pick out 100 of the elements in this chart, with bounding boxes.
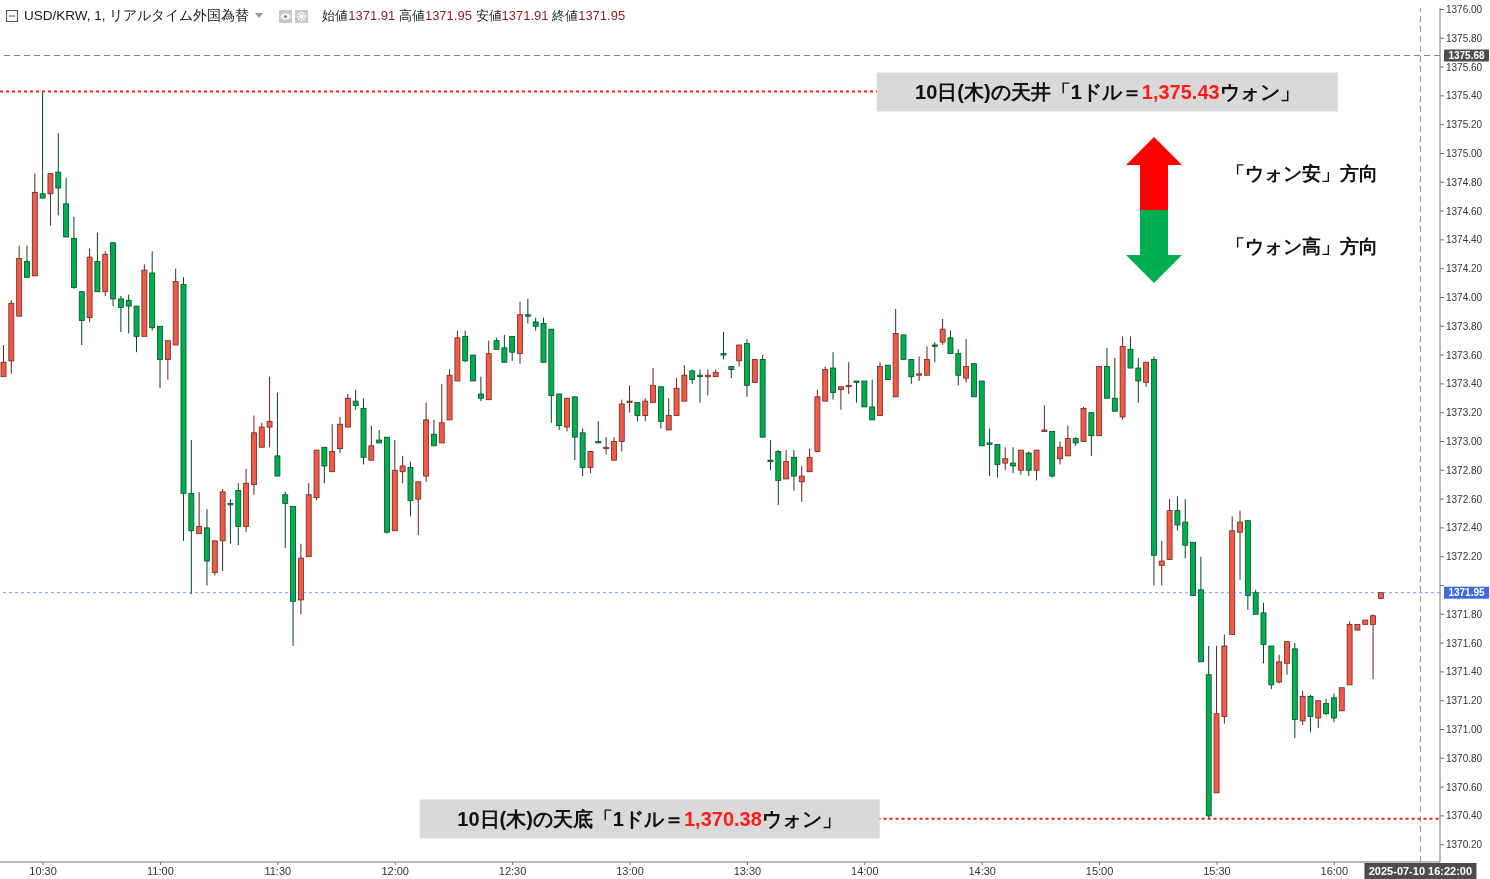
y-tick-label: 1372.20 — [1446, 551, 1483, 563]
candlestick — [196, 491, 203, 535]
candlestick — [939, 318, 946, 346]
y-tick-label: 1373.20 — [1446, 407, 1483, 419]
candlestick — [1002, 446, 1009, 471]
x-tick-label: 15:00 — [1085, 864, 1114, 877]
y-tick-label: 1376.00 — [1446, 3, 1483, 15]
y-tick-label: 1375.40 — [1446, 90, 1483, 102]
candlestick — [650, 367, 656, 404]
y-tick-label: 1373.00 — [1446, 436, 1483, 448]
candlestick — [697, 368, 703, 404]
candlestick — [117, 295, 124, 333]
candlestick — [1025, 451, 1032, 477]
candlestick — [611, 436, 617, 461]
candlestick — [47, 173, 54, 226]
candlestick — [603, 436, 610, 455]
x-tick-label: 11:00 — [147, 864, 174, 877]
y-tick-label: 1371.60 — [1446, 637, 1483, 649]
candlestick — [587, 451, 594, 474]
candlestick — [1307, 694, 1314, 733]
y-tick-label: 1371.20 — [1446, 695, 1483, 707]
candlestick — [282, 491, 289, 549]
candlestick — [634, 402, 641, 422]
x-tick-label: 14:00 — [851, 864, 879, 877]
candlestick — [642, 397, 649, 422]
candlestick — [783, 449, 790, 480]
y-tick-label: 1375.00 — [1446, 148, 1483, 159]
y-tick-label: 1371.80 — [1446, 608, 1483, 620]
candlestick — [164, 340, 171, 381]
candlestick — [0, 344, 7, 378]
candlestick — [791, 449, 797, 491]
x-tick-label: 13:30 — [733, 864, 762, 877]
candlestick — [1284, 641, 1290, 676]
candlestick — [916, 356, 923, 382]
candlestick — [1088, 412, 1095, 457]
ref-line-label: 1375.68 — [1448, 50, 1486, 62]
candlestick — [626, 384, 633, 414]
y-tick-label: 1370.20 — [1446, 839, 1483, 851]
y-tick-label: 1372.80 — [1446, 464, 1483, 476]
candlestick — [477, 376, 484, 402]
candlestick — [751, 358, 758, 383]
annotation: 10日(木)の天底「1ドル＝1,370.38ウォン」 — [457, 807, 842, 830]
candlestick — [1158, 540, 1165, 586]
candlestick — [736, 344, 743, 368]
candlestick — [1237, 510, 1243, 581]
candlestick — [845, 361, 852, 395]
y-tick-label: 1373.40 — [1446, 378, 1483, 390]
ref-line-label: 1371.95 — [1448, 587, 1486, 599]
y-tick-label: 1371.40 — [1446, 666, 1483, 678]
candlestick — [415, 481, 422, 536]
y-tick-label: 1373.80 — [1446, 320, 1483, 332]
x-tick-label: 16:00 — [1320, 864, 1349, 877]
candlestick — [524, 298, 531, 324]
y-tick-label: 1374.40 — [1446, 234, 1483, 246]
y-tick-label: 1373.60 — [1446, 349, 1483, 361]
candlestick — [963, 338, 970, 383]
candlestick — [1370, 613, 1376, 680]
candlestick — [798, 465, 805, 503]
x-tick-label: 14:30 — [968, 864, 996, 877]
y-tick-label: 1370.40 — [1446, 810, 1483, 822]
candlestick — [55, 132, 62, 216]
y-tick-label: 1374.80 — [1446, 176, 1483, 188]
annotation: 「ウォン安」方向 — [1226, 161, 1378, 186]
candlestick — [1143, 361, 1150, 388]
candlestick — [329, 423, 336, 473]
y-tick-label: 1370.60 — [1446, 781, 1483, 793]
candlestick — [1111, 357, 1118, 412]
candlestick — [438, 383, 445, 444]
y-tick-label: 1375.60 — [1446, 61, 1483, 73]
candlestick — [1331, 693, 1337, 723]
y-tick-label: 1375.80 — [1446, 32, 1483, 44]
annotation: 10日(木)の天井「1ドル＝1,375.43ウォン」 — [915, 80, 1300, 103]
candlestick — [352, 389, 359, 411]
ref-line-label: 2025-07-10 16:22:00 — [1368, 864, 1473, 877]
chart-title: USD/KRW, 1, リアルタイム外国為替 — [24, 7, 250, 25]
candlestick — [368, 425, 375, 461]
y-tick-label: 1371.00 — [1446, 724, 1483, 736]
y-tick-label: 1372.60 — [1446, 493, 1483, 505]
candlestick — [1315, 700, 1322, 729]
candlestick — [1033, 449, 1040, 481]
candlestick — [1017, 449, 1024, 476]
candlestick — [39, 91, 46, 199]
x-tick-label: 10:30 — [29, 864, 57, 877]
candlestick — [1276, 654, 1283, 684]
candlestick — [1064, 425, 1071, 457]
candlestick — [837, 386, 844, 411]
x-tick-label: 11:30 — [264, 864, 292, 877]
candlestick — [704, 368, 711, 396]
chart-subtitle: 始値1371.91 高値1371.95 安値1371.91 終値1371.95 — [322, 8, 626, 23]
x-tick-label: 13:00 — [616, 864, 644, 877]
candlestick — [274, 392, 281, 477]
y-tick-label: 1374.20 — [1446, 263, 1483, 275]
candlestick — [1338, 687, 1345, 712]
y-tick-label: 1372.40 — [1446, 522, 1483, 534]
candlestick — [1057, 440, 1063, 466]
candlestick — [431, 419, 437, 447]
y-tick-label: 1375.20 — [1446, 119, 1483, 131]
x-tick-label: 15:30 — [1203, 864, 1231, 877]
candlestick — [595, 420, 602, 444]
candlestick — [806, 448, 813, 473]
